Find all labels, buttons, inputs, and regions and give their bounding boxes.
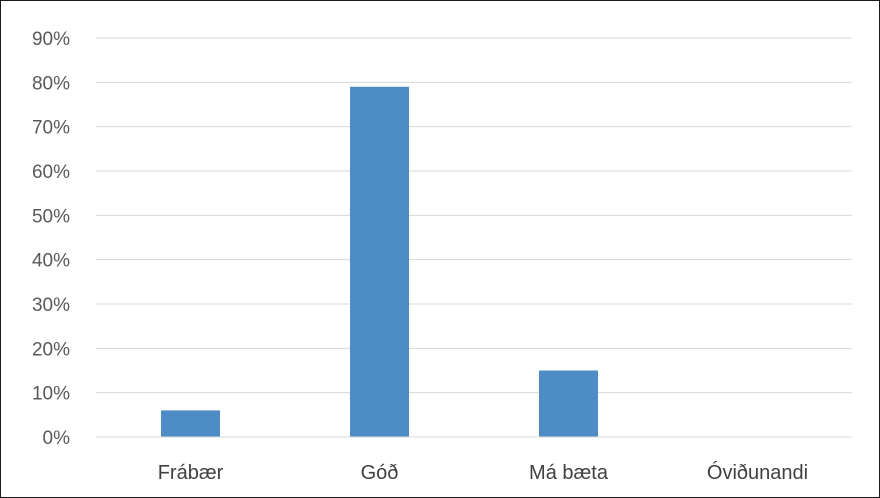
y-tick-label-10: 10% [32, 384, 70, 405]
y-tick-label-90: 90% [32, 29, 70, 50]
y-tick-label-0: 0% [43, 428, 71, 449]
x-axis-category-labels: Frábær Góð Má bæta Óviðunandi [158, 461, 808, 484]
x-category-label-2: Góð [361, 462, 399, 484]
y-tick-label-40: 40% [32, 251, 70, 272]
x-category-label-4: Óviðunandi [707, 461, 808, 484]
bars [161, 86, 598, 438]
bar-3 [539, 370, 598, 437]
y-tick-label-50: 50% [32, 206, 70, 227]
y-tick-label-80: 80% [32, 73, 70, 94]
gridlines [96, 37, 852, 394]
bar-2 [350, 86, 409, 438]
x-category-label-1: Frábær [158, 462, 224, 484]
x-category-label-3: Má bæta [529, 462, 609, 484]
y-tick-label-60: 60% [32, 162, 70, 183]
y-tick-label-30: 30% [32, 295, 70, 316]
y-tick-label-70: 70% [32, 118, 70, 139]
bar-1 [161, 410, 220, 437]
y-axis-tick-labels: 0% 10% 20% 30% 40% 50% 60% 70% 80% 90% [32, 29, 70, 449]
y-tick-label-20: 20% [32, 339, 70, 360]
